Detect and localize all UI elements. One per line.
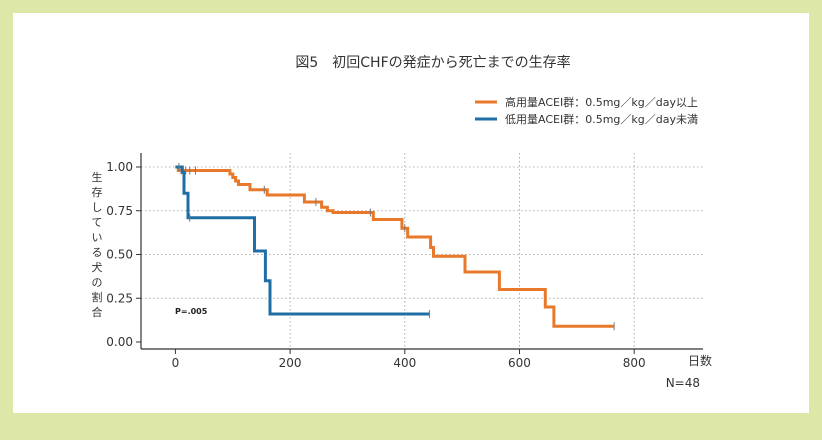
x-tick-label: 600: [508, 356, 531, 370]
y-tick-label: 0.50: [106, 248, 133, 262]
survival-chart: 図5 初回CHFの発症から死亡までの生存率 高用量ACEI群：0.5mg／kg／…: [92, 54, 713, 390]
chart-title: 図5 初回CHFの発症から死亡までの生存率: [295, 54, 570, 71]
legend-label: 低用量ACEI群：0.5mg／kg／day未満: [505, 112, 698, 126]
series-line: [175, 165, 615, 328]
y-tick-label: 0.75: [106, 204, 133, 218]
grid: [141, 153, 703, 349]
y-axis-title-char: る: [92, 246, 103, 259]
y-axis-title-char: の: [92, 276, 103, 289]
y-axis-title-char: て: [92, 216, 103, 229]
chart-card: 図5 初回CHFの発症から死亡までの生存率 高用量ACEI群：0.5mg／kg／…: [13, 13, 809, 413]
legend: 高用量ACEI群：0.5mg／kg／day以上低用量ACEI群：0.5mg／kg…: [475, 95, 698, 126]
y-axis-title-char: 存: [92, 185, 103, 199]
y-axis-title-char: 犬: [92, 260, 103, 274]
axes: [140, 153, 703, 350]
x-tick-label: 0: [172, 356, 180, 370]
series-line: [175, 165, 430, 316]
sample-size-note: N=48: [666, 376, 700, 390]
p-value-annotation: P=.005: [175, 307, 208, 316]
y-tick-label: 1.00: [106, 160, 133, 174]
x-tick-label: 400: [393, 356, 416, 370]
y-axis-title-char: 合: [92, 305, 103, 319]
y-axis-title-char: 生: [92, 170, 103, 184]
y-axis-title-char: 割: [92, 290, 103, 304]
y-axis-title-char: い: [92, 231, 103, 244]
ticks: 0 200 400 600 800 0.00 0.25 0.50 0.75 1.00: [106, 160, 645, 370]
legend-label: 高用量ACEI群：0.5mg／kg／day以上: [505, 95, 698, 109]
x-axis-title: 日数: [688, 353, 712, 368]
y-tick-label: 0.25: [106, 291, 133, 305]
y-tick-label: 0.00: [106, 335, 133, 349]
x-tick-label: 800: [623, 356, 646, 370]
series-lines: [175, 163, 615, 331]
y-axis-title-char: し: [92, 201, 103, 214]
x-tick-label: 200: [279, 356, 302, 370]
